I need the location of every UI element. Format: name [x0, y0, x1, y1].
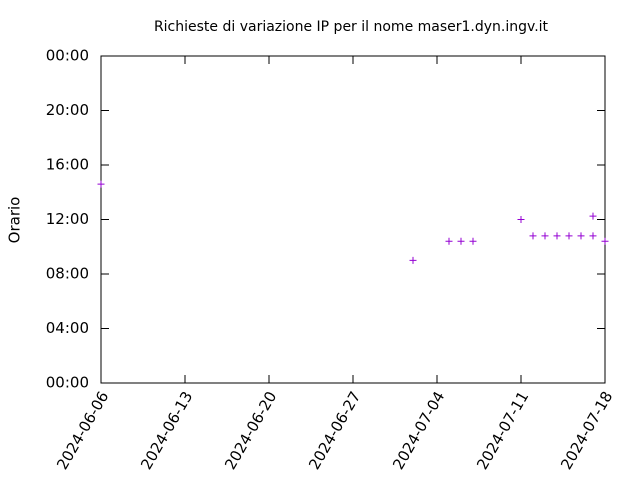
y-tick-label: 16:00 — [46, 156, 89, 174]
chart-title: Richieste di variazione IP per il nome m… — [154, 19, 549, 35]
point — [589, 212, 597, 220]
x-tick-label: 2024-06-20 — [221, 388, 280, 473]
y-tick-label: 08:00 — [46, 265, 89, 283]
point — [97, 180, 105, 188]
point — [577, 232, 585, 240]
y-axis-label: Orario — [6, 197, 24, 244]
point — [445, 237, 453, 245]
y-tick-label: 04:00 — [46, 319, 89, 337]
y-tick-label: 12:00 — [46, 210, 89, 228]
x-tick-label: 2024-06-13 — [137, 388, 196, 473]
x-tick-label: 2024-07-18 — [557, 388, 616, 473]
x-tick-label: 2024-06-06 — [53, 388, 112, 473]
point — [601, 237, 609, 245]
point — [553, 232, 561, 240]
x-tick-label: 2024-07-04 — [389, 388, 448, 473]
point — [565, 232, 573, 240]
y-tick-label: 20:00 — [46, 101, 89, 119]
point — [529, 232, 537, 240]
x-tick-label: 2024-06-27 — [305, 388, 364, 473]
point — [469, 237, 477, 245]
point — [541, 232, 549, 240]
plot-border — [100, 55, 606, 384]
x-tick-label: 2024-07-11 — [473, 388, 532, 473]
y-tick-label: 00:00 — [46, 47, 89, 65]
point — [457, 237, 465, 245]
point — [409, 256, 417, 264]
point — [589, 232, 597, 240]
y-tick-label: 00:00 — [46, 374, 89, 392]
point — [517, 216, 525, 223]
